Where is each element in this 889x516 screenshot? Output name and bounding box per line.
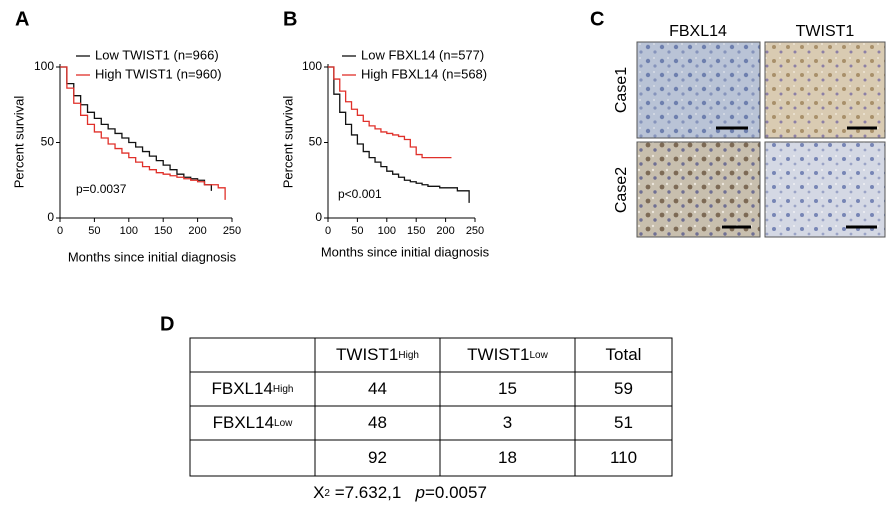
y-tick-label: 0 [315,210,322,224]
cell-text: FBXL14 [212,413,275,432]
table-cell: 3 [502,413,513,432]
table-cell: 15 [498,379,517,398]
survival-curve [60,66,213,191]
x-tick-label: 250 [223,225,241,237]
x-tick-label: 200 [436,225,454,237]
x-tick-label: 150 [407,225,425,237]
cell-sup: High [398,349,419,361]
image-panel: C FBXL14 TWIST1 Case1 Case2 [590,8,886,238]
ihc-image [636,41,761,139]
row-header: FBXL14 High [190,372,315,406]
x-tick-label: 200 [188,225,206,237]
table-cell: 18 [498,448,517,467]
p-value: =0.0057 [425,483,487,502]
survival-curve [328,66,470,203]
table-cell: 51 [614,413,633,432]
cell-sup: Low [529,349,548,361]
table-cell: 110 [609,448,638,467]
p-label: p [415,483,425,502]
x-tick-label: 0 [57,225,63,237]
cell-text: TWIST1 [467,345,530,364]
row-label: Case2 [613,167,630,213]
column-header: TWIST1 Low [440,338,575,372]
survival-curve [328,66,452,159]
panel-label: D [160,313,174,335]
ihc-image [636,141,761,238]
ihc-image [764,141,886,238]
column-header: Total [605,345,642,364]
x-tick-label: 100 [378,225,396,237]
cell-text: FBXL14 [211,379,273,398]
y-axis-label: Percent survival [11,96,26,189]
x-tick-label: 100 [120,225,138,237]
legend-label: Low TWIST1 (n=966) [95,47,219,62]
annotation: p=0.0037 [76,182,127,196]
annotation: p<0.001 [338,187,382,201]
panel-label: B [283,8,297,30]
legend-label: High FBXL14 (n=568) [361,66,487,81]
stat-symbol: X [313,483,325,502]
y-tick-label: 50 [309,135,323,149]
cell-sup: Low [274,417,293,429]
y-tick-label: 0 [47,210,54,224]
panel-label: C [590,8,604,30]
stat-value: =7.632,1 [334,483,402,502]
legend-label: High TWIST1 (n=960) [95,66,222,81]
table-cell: 92 [368,448,387,467]
x-tick-label: 250 [466,225,484,237]
x-axis-label: Months since initial diagnosis [321,244,490,259]
table-cell: 48 [368,413,387,432]
row-label: Case1 [613,67,630,113]
y-tick-label: 100 [302,59,322,73]
column-label: FBXL14 [669,23,727,40]
legend-label: Low FBXL14 (n=577) [361,47,484,62]
x-tick-label: 50 [351,225,363,237]
x-axis-label: Months since initial diagnosis [68,249,237,264]
column-header: TWIST1 High [315,338,440,372]
x-tick-label: 150 [154,225,172,237]
table-cell: 59 [614,379,633,398]
panel-label: A [15,8,29,30]
ihc-image [764,41,886,139]
y-axis-label: Percent survival [280,96,295,189]
cell-text: TWIST1 [336,345,399,364]
stat-sup: 2 [324,487,330,499]
x-tick-label: 50 [88,225,100,237]
table-cell: 44 [368,379,387,398]
survival-curve [60,66,226,200]
y-tick-label: 100 [34,59,54,73]
row-header: FBXL14 Low [190,406,315,440]
x-tick-label: 0 [325,225,331,237]
cell-sup: High [272,383,294,395]
table-grid [189,337,673,477]
y-tick-label: 50 [41,135,55,149]
column-label: TWIST1 [796,23,855,40]
